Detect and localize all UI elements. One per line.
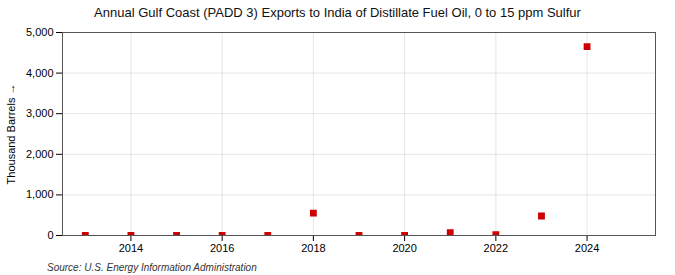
svg-text:2020: 2020 [392,242,416,254]
svg-text:5,000: 5,000 [26,26,54,38]
svg-text:2022: 2022 [484,242,508,254]
svg-text:3,000: 3,000 [26,107,54,119]
html-text:Annual Gulf Coast (PADD 3) Exp: Annual Gulf Coast (PADD 3) Exports to In… [94,5,581,20]
svg-text:4,000: 4,000 [26,67,54,79]
svg-text:0: 0 [47,229,53,241]
svg-text:2018: 2018 [301,242,325,254]
svg-text:2016: 2016 [210,242,234,254]
svg-text:1,000: 1,000 [26,188,54,200]
svg-text:2014: 2014 [119,242,143,254]
html-text:Source: U.S. Energy Informatio: Source: U.S. Energy Information Administ… [47,262,257,273]
svg-text:Thousand Barrels →: Thousand Barrels → [5,84,17,185]
svg-text:2024: 2024 [575,242,599,254]
svg-text:2,000: 2,000 [26,148,54,160]
